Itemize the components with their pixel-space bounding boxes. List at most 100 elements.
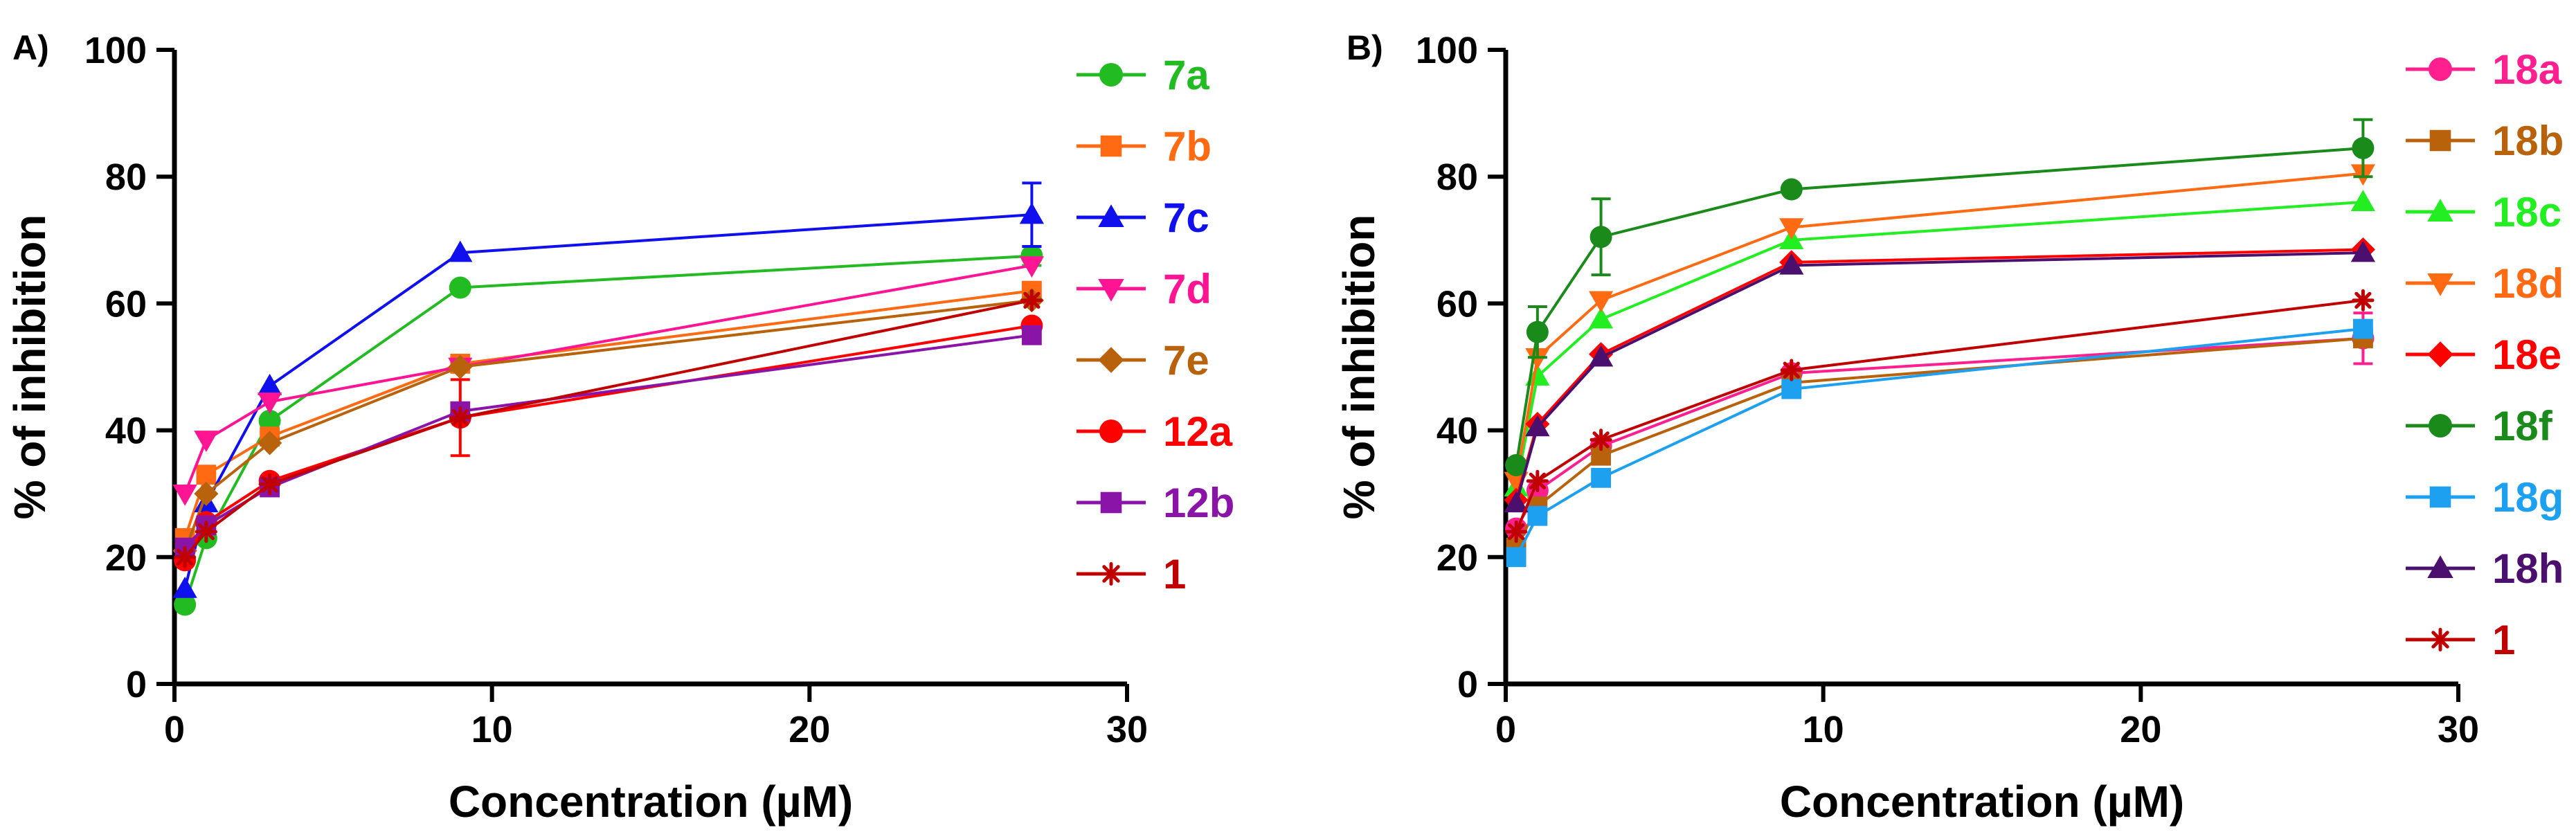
data-point-18h — [1589, 345, 1614, 367]
data-point-1 — [1589, 428, 1612, 451]
x-tick-label: 20 — [2120, 709, 2161, 750]
data-point-7a — [258, 409, 281, 432]
legend-label: 7b — [1163, 123, 1212, 170]
data-point-7d — [258, 393, 282, 414]
data-point-1 — [1020, 289, 1043, 312]
legend-label: 18e — [2492, 332, 2561, 378]
y-axis-label: % of inhibition — [1334, 215, 1384, 520]
data-point-18f — [2352, 136, 2375, 159]
legend-item-18d: 18d — [2406, 260, 2564, 307]
x-axis-label: Concentration (µM) — [449, 777, 853, 827]
data-point-18f — [1780, 178, 1803, 201]
legend-marker — [2429, 57, 2452, 81]
data-point-18f — [1505, 453, 1528, 476]
data-point-18g — [1506, 547, 1526, 568]
y-axis-label: % of inhibition — [5, 215, 55, 520]
data-point-1-stroke — [261, 476, 278, 493]
data-point-7b — [196, 464, 217, 485]
legend-item-18g: 18g — [2406, 474, 2564, 521]
data-point-1-stroke — [1508, 523, 1525, 541]
legend-item-18e: 18e — [2406, 332, 2561, 378]
data-point-7c — [258, 373, 282, 395]
series-7b — [174, 280, 1042, 548]
data-point-1-stroke — [1592, 431, 1610, 449]
x-tick-label: 0 — [1495, 709, 1516, 750]
data-point-18d — [1779, 218, 1804, 240]
legend-label: 12a — [1163, 408, 1233, 455]
panel-label: B) — [1346, 28, 1383, 67]
data-point-7e — [448, 354, 473, 379]
legend-marker — [1099, 562, 1123, 586]
data-point-1 — [174, 545, 197, 568]
legend-marker — [2429, 486, 2451, 508]
x-tick-label: 10 — [471, 709, 513, 750]
x-tick-label: 30 — [1106, 709, 1148, 750]
data-point-18f — [1589, 226, 1612, 249]
legend-marker-stroke — [2431, 631, 2449, 649]
legend-marker-stroke — [1102, 565, 1120, 583]
series-line-7d — [183, 264, 1032, 494]
legend-label: 18a — [2492, 46, 2562, 93]
series-7d — [172, 256, 1044, 506]
y-tick-label: 40 — [1436, 411, 1478, 452]
series-line-7c — [183, 213, 1032, 590]
series-line-18a — [1515, 336, 2363, 530]
series-12a — [174, 314, 1043, 572]
panel-label: A) — [12, 28, 49, 67]
legend-item-7e: 7e — [1077, 337, 1209, 384]
data-point-18h — [1504, 491, 1529, 513]
legend-label: 7e — [1163, 337, 1209, 384]
legend-marker — [1099, 63, 1123, 87]
y-tick-label: 20 — [105, 537, 147, 579]
legend-item-18b: 18b — [2406, 118, 2564, 164]
chart-panel-a: A) 0 20 40 60 80 100 0 10 20 30 Concentration (µM)%… — [5, 28, 1234, 827]
series-line-12b — [183, 334, 1032, 549]
data-point-1 — [195, 521, 217, 543]
y-tick-label: 60 — [105, 283, 147, 325]
data-point-1 — [1505, 521, 1528, 543]
data-point-7d — [194, 431, 219, 452]
series-18f — [1505, 118, 2375, 476]
series-line-18h — [1515, 251, 2363, 504]
data-point-18f — [1526, 321, 1549, 343]
data-point-1-stroke — [1783, 361, 1800, 379]
legend-marker — [1098, 347, 1124, 373]
series-18b — [1506, 328, 2373, 558]
data-point-18h — [2350, 240, 2375, 262]
data-point-18g — [1781, 379, 1802, 399]
legend-label: 7c — [1163, 195, 1209, 241]
y-tick-label: 40 — [105, 411, 147, 452]
y-tick-label: 80 — [1436, 156, 1478, 198]
legend-item-7c: 7c — [1077, 195, 1209, 241]
legend-marker — [1100, 491, 1122, 514]
y-tick-label: 60 — [1436, 283, 1478, 325]
data-point-7e — [194, 481, 219, 506]
y-tick-label: 20 — [1436, 537, 1478, 579]
data-point-18g — [2353, 318, 2373, 339]
legend-item-12b: 12b — [1077, 480, 1234, 526]
legend-label: 18b — [2492, 118, 2564, 164]
y-tick-label: 100 — [1416, 30, 1478, 71]
data-point-18g — [1591, 467, 1611, 488]
data-point-1 — [2352, 289, 2375, 312]
data-point-7c — [1019, 202, 1044, 224]
legend-marker — [1098, 204, 1124, 228]
data-point-1 — [1780, 359, 1803, 381]
x-tick-label: 10 — [1803, 709, 1844, 750]
data-point-18d — [1525, 348, 1550, 370]
legend-marker — [2427, 341, 2453, 368]
legend-item-12a: 12a — [1077, 408, 1233, 455]
legend-item-7d: 7d — [1077, 266, 1212, 312]
legend-marker — [2429, 628, 2452, 651]
legend-item-18a: 18a — [2406, 46, 2562, 93]
data-point-1 — [258, 473, 281, 496]
series-line-1 — [183, 298, 1032, 559]
legend-label: 18f — [2492, 403, 2553, 449]
legend-item-7b: 7b — [1077, 123, 1212, 170]
series-line-12a — [183, 324, 1032, 561]
data-point-1-stroke — [1023, 291, 1041, 309]
data-point-1-stroke — [177, 548, 194, 566]
legend-marker — [1100, 135, 1122, 157]
y-tick-label: 0 — [1457, 664, 1478, 705]
